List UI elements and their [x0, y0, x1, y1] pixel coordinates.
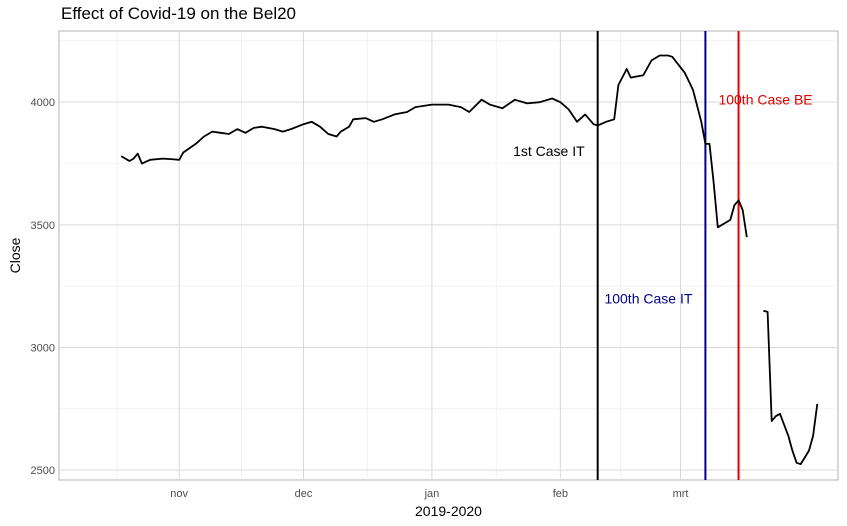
x-tick-labels: nov dec jan feb mrt: [170, 488, 688, 500]
plot-panel: [58, 30, 839, 481]
y-axis-title: Close: [7, 237, 23, 273]
series-lines: [120, 54, 819, 465]
y-tick-labels: 2500 3000 3500 4000: [31, 97, 55, 477]
chart-title: Effect of Covid-19 on the Bel20: [61, 4, 297, 23]
y-tick-label: 2500: [31, 465, 55, 477]
x-tick-label: dec: [295, 488, 313, 500]
event-label: 100th Case BE: [718, 92, 812, 108]
event-annotations: 1st Case IT 100th Case IT 100th Case BE: [513, 92, 813, 307]
event-label: 100th Case IT: [604, 290, 692, 306]
grid-lines: [59, 31, 838, 480]
x-axis-title: 2019-2020: [415, 503, 482, 519]
y-tick-label: 3000: [31, 343, 55, 355]
event-label: 1st Case IT: [513, 143, 585, 159]
y-tick-label: 3500: [31, 220, 55, 232]
series-line: [120, 54, 819, 465]
x-tick-label: feb: [553, 488, 568, 500]
x-tick-label: jan: [424, 488, 440, 500]
x-tick-label: mrt: [673, 488, 689, 500]
x-tick-label: nov: [170, 488, 188, 500]
event-lines: [596, 31, 740, 480]
y-tick-label: 4000: [31, 97, 55, 109]
